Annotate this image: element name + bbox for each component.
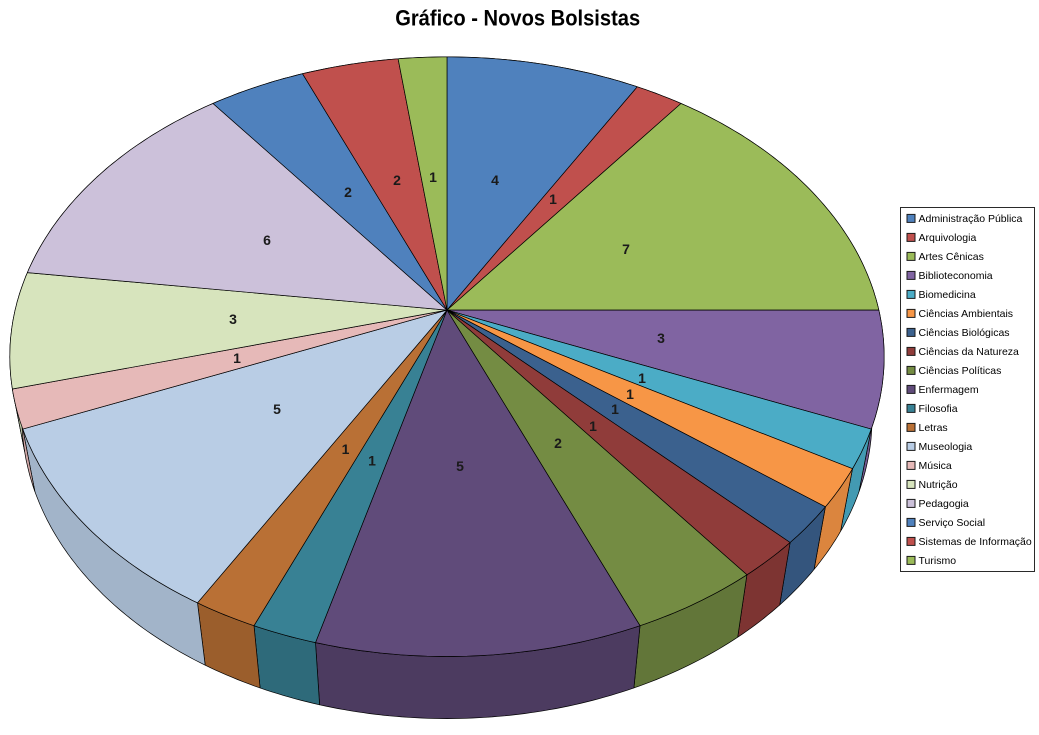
svg-text:Gráfico - Novos Bolsistas: Gráfico - Novos Bolsistas (395, 6, 640, 31)
svg-text:2: 2 (554, 435, 562, 451)
svg-text:1: 1 (368, 453, 376, 469)
svg-text:7: 7 (622, 241, 630, 257)
svg-text:Enfermagem: Enfermagem (919, 384, 979, 396)
svg-text:Administração Pública: Administração Pública (919, 213, 1023, 225)
svg-text:1: 1 (233, 350, 241, 366)
svg-text:Sistemas de Informação: Sistemas de Informação (919, 536, 1032, 548)
svg-text:3: 3 (229, 311, 237, 327)
svg-text:1: 1 (638, 370, 646, 386)
svg-text:5: 5 (273, 401, 281, 417)
svg-text:Serviço Social: Serviço Social (919, 517, 986, 529)
svg-text:1: 1 (626, 386, 634, 402)
svg-text:3: 3 (657, 330, 665, 346)
svg-text:Ciências da Natureza: Ciências da Natureza (919, 346, 1020, 358)
svg-text:1: 1 (429, 169, 437, 185)
svg-text:1: 1 (589, 418, 597, 434)
svg-text:Letras: Letras (919, 422, 948, 434)
svg-text:Artes Cênicas: Artes Cênicas (919, 251, 984, 263)
svg-text:Biomedicina: Biomedicina (919, 289, 976, 301)
svg-text:Ciências Políticas: Ciências Políticas (919, 365, 1002, 377)
svg-text:1: 1 (549, 191, 557, 207)
svg-text:5: 5 (456, 458, 464, 474)
svg-text:2: 2 (393, 172, 401, 188)
svg-text:Filosofia: Filosofia (919, 403, 958, 415)
svg-text:1: 1 (611, 401, 619, 417)
svg-text:1: 1 (342, 441, 350, 457)
svg-text:Ciências Ambientais: Ciências Ambientais (919, 308, 1014, 320)
svg-text:Nutrição: Nutrição (919, 479, 958, 491)
svg-text:4: 4 (491, 172, 499, 188)
svg-text:6: 6 (263, 232, 271, 248)
svg-text:Ciências Biológicas: Ciências Biológicas (919, 327, 1010, 339)
svg-text:Pedagogia: Pedagogia (919, 498, 969, 510)
svg-text:Museologia: Museologia (919, 441, 973, 453)
svg-text:Arquivologia: Arquivologia (919, 232, 977, 244)
svg-text:Biblioteconomia: Biblioteconomia (919, 270, 993, 282)
svg-text:Música: Música (919, 460, 952, 472)
svg-text:Turismo: Turismo (919, 555, 957, 567)
svg-text:2: 2 (344, 184, 352, 200)
